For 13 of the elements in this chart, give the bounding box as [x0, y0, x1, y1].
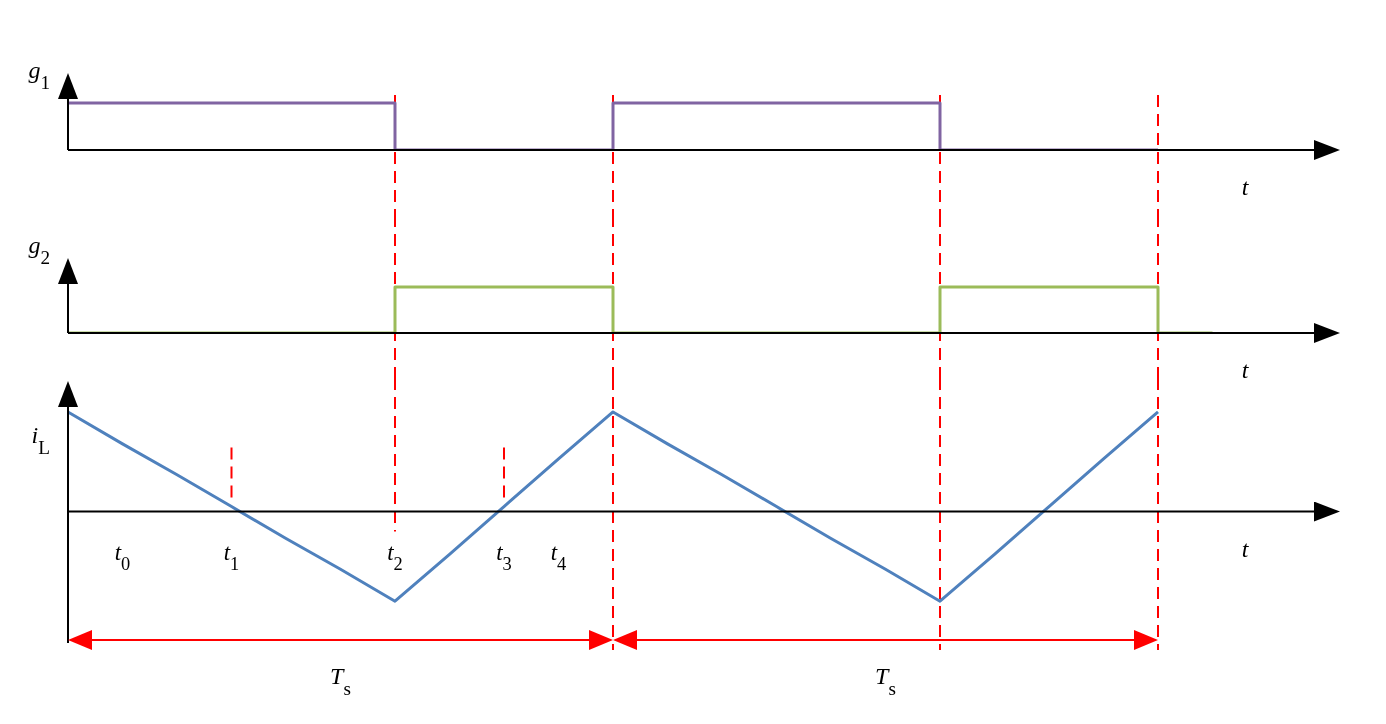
x-tick-label: t$_{3}$ — [496, 539, 512, 574]
y-axis-title: g$_{1}$ — [28, 57, 50, 93]
x-axis-title: t — [1241, 357, 1250, 383]
x-tick-label: t$_{2}$ — [387, 539, 403, 574]
text: T$_{s}$ — [330, 663, 351, 699]
x-axis-title: t — [1241, 174, 1250, 200]
x-tick-label: t$_{0}$ — [114, 539, 131, 574]
x-axis-title: t — [1241, 535, 1250, 562]
y-axis-title: g$_{2}$ — [28, 232, 50, 268]
text: T$_{s}$ — [875, 663, 896, 699]
x-tick-label: t$_{4}$ — [550, 539, 567, 574]
x-tick-label: t$_{1}$ — [223, 539, 240, 574]
y-axis-title: i$_{L}$ — [31, 422, 50, 458]
